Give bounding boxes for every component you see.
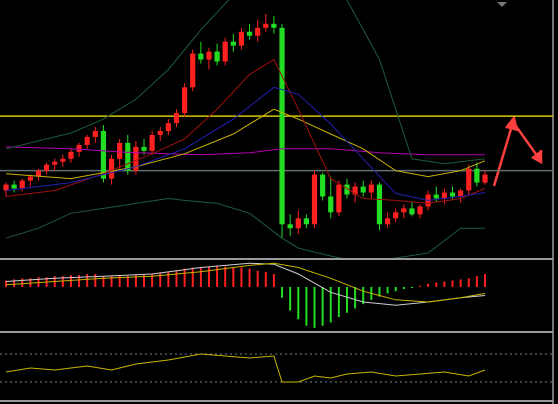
candle-body xyxy=(279,27,285,225)
candle-body xyxy=(474,168,480,183)
candle-body xyxy=(198,53,204,60)
candle-body xyxy=(68,151,74,159)
candle-body xyxy=(255,27,261,36)
candle-body xyxy=(190,53,196,88)
candle-body xyxy=(246,31,253,36)
candle-body xyxy=(3,184,9,191)
candle-body xyxy=(368,184,374,193)
candle-body xyxy=(360,186,366,193)
panel xyxy=(0,0,553,258)
candle-body xyxy=(352,186,358,195)
candle-body xyxy=(295,218,301,229)
candle-body xyxy=(458,190,464,197)
candle-body xyxy=(344,184,350,195)
candle-body xyxy=(92,130,98,137)
candle-body xyxy=(449,192,456,197)
candle-body xyxy=(133,146,139,171)
candle-body xyxy=(108,158,115,179)
candle-body xyxy=(320,174,326,197)
candle-body xyxy=(271,23,277,28)
candle-body xyxy=(117,142,123,159)
candle-body xyxy=(287,224,293,229)
candle-body xyxy=(376,184,383,225)
candle-body xyxy=(19,180,25,189)
candle-body xyxy=(84,136,90,145)
candle-body xyxy=(238,31,245,46)
panel xyxy=(0,353,553,383)
candle-body xyxy=(482,174,488,183)
candle-body xyxy=(43,164,50,171)
candle-body xyxy=(303,218,309,225)
indicator-line xyxy=(5,262,486,303)
candle-body xyxy=(11,184,17,189)
candle-body xyxy=(417,206,423,215)
candle-body xyxy=(149,134,155,151)
candle-body xyxy=(157,130,163,135)
candle-body xyxy=(173,113,180,124)
candle-body xyxy=(125,142,131,171)
candle-body xyxy=(401,208,407,213)
indicator-line xyxy=(5,353,486,383)
indicator-line xyxy=(5,262,486,306)
candle-body xyxy=(230,41,236,46)
candle-body xyxy=(263,23,269,28)
candle-body xyxy=(182,87,188,114)
candle-body xyxy=(100,130,107,179)
candle-body xyxy=(433,194,439,199)
indicator-line xyxy=(5,0,486,165)
candle-body xyxy=(466,168,472,191)
candle-body xyxy=(52,161,58,165)
candle-body xyxy=(27,176,33,181)
candle-body xyxy=(222,41,228,62)
candle-body xyxy=(76,144,82,152)
scroll-indicator xyxy=(497,2,507,7)
candle-body xyxy=(441,192,448,199)
candle-body xyxy=(393,212,399,219)
candle-body xyxy=(214,51,220,62)
candle-body xyxy=(311,174,318,225)
candle-body xyxy=(384,218,391,225)
candle-body xyxy=(328,196,334,213)
forecast-arrow xyxy=(492,115,543,187)
indicator-line xyxy=(5,58,486,204)
candle-body xyxy=(336,184,342,213)
indicator-line xyxy=(5,86,486,201)
indicator-line xyxy=(5,197,485,258)
candle-body xyxy=(409,208,415,215)
panel xyxy=(5,262,486,328)
candle-body xyxy=(35,170,42,177)
candle-body xyxy=(165,123,171,131)
candle-body xyxy=(60,158,66,162)
candle-body xyxy=(206,51,212,60)
arrow-head xyxy=(505,115,519,132)
arrow-head xyxy=(531,150,543,165)
indicator-line xyxy=(5,146,485,156)
candle-body xyxy=(141,146,147,151)
